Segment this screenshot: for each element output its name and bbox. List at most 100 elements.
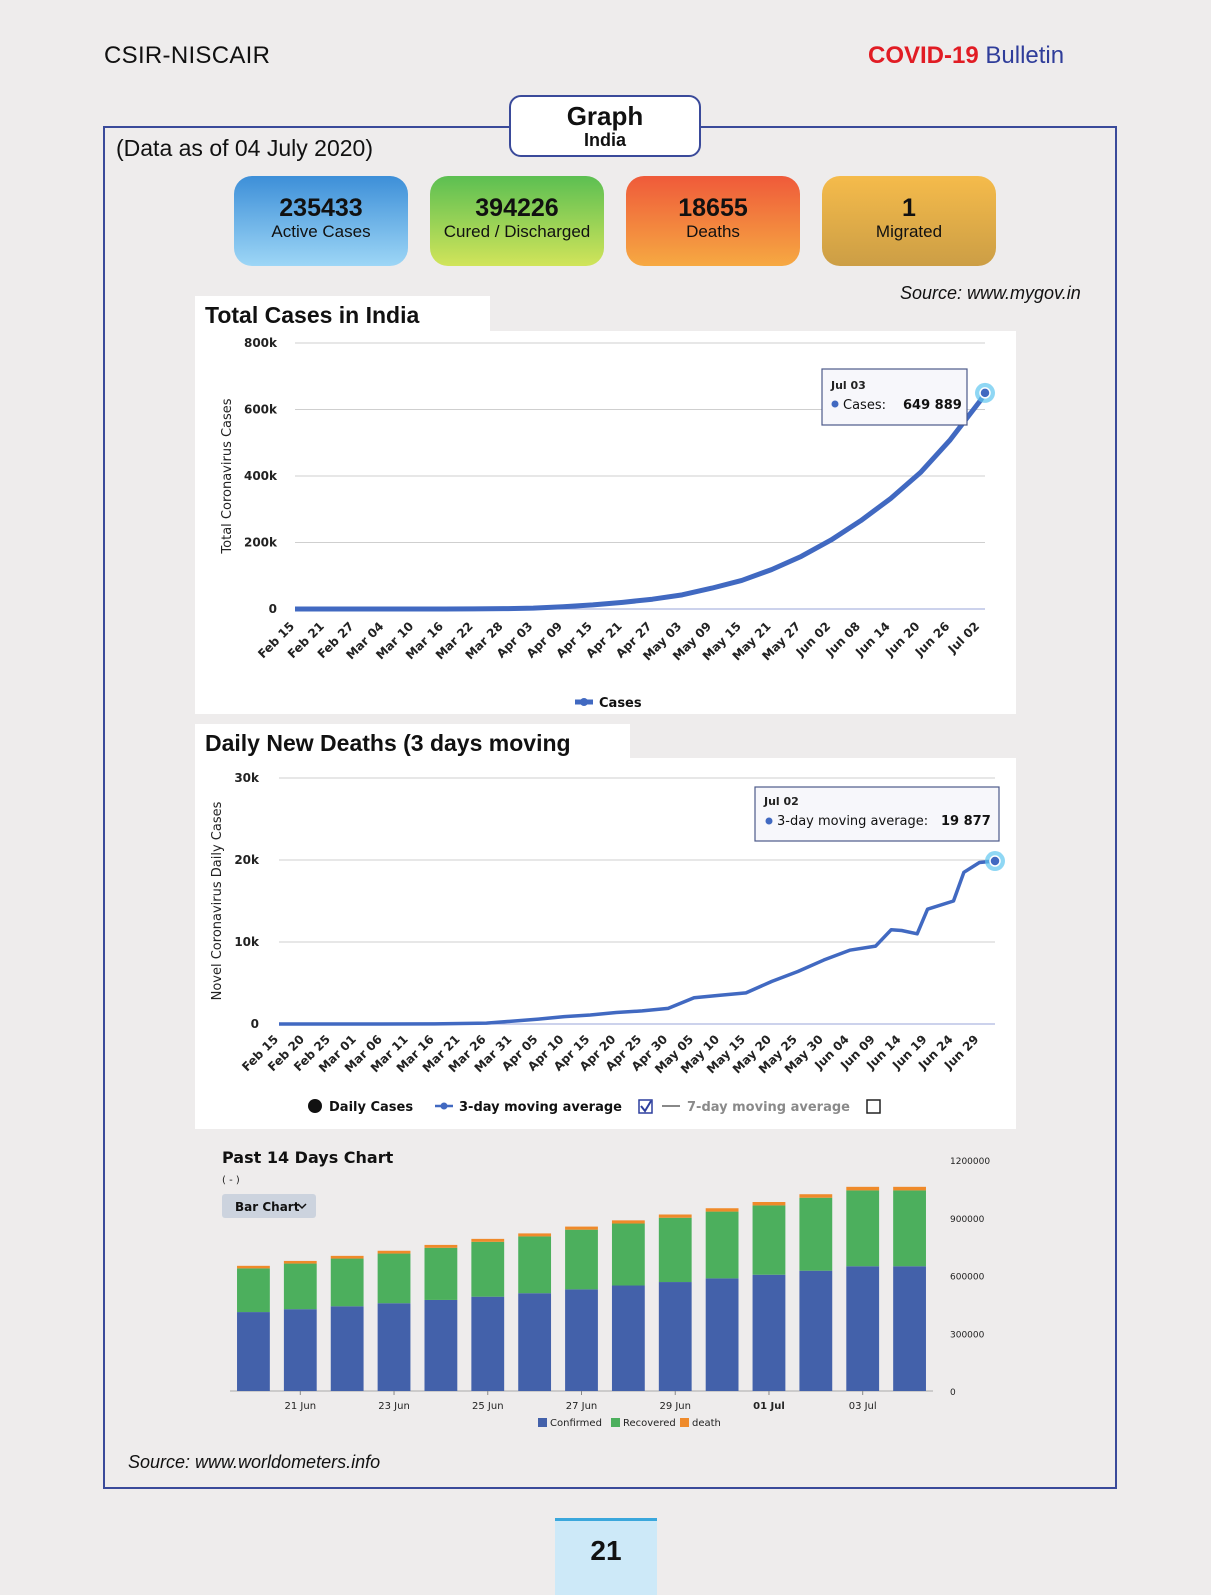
bar-death bbox=[237, 1265, 270, 1269]
tooltip-label: Cases: bbox=[843, 398, 886, 413]
bulletin-covid-label: COVID-19 bbox=[868, 42, 979, 69]
legend-label-confirmed: Confirmed bbox=[550, 1418, 602, 1429]
legend-marker-3day bbox=[440, 1102, 448, 1110]
chart-total-cases-panel: 0 200k 400k 600k 800k Total Coronavirus Cases… bbox=[195, 331, 1016, 714]
bar-recovered bbox=[846, 1190, 880, 1267]
chart-title: Past 14 Days Chart bbox=[222, 1150, 394, 1167]
bar-death bbox=[518, 1233, 552, 1237]
bar-confirmed bbox=[518, 1293, 552, 1391]
bar-recovered bbox=[518, 1236, 552, 1294]
stat-value: 394226 bbox=[475, 194, 559, 222]
legend-label-death: death bbox=[692, 1418, 721, 1429]
bar-recovered bbox=[565, 1229, 598, 1290]
y-tick-label: 0 bbox=[269, 602, 277, 616]
dropdown-box bbox=[222, 1194, 316, 1218]
stat-label: Migrated bbox=[875, 222, 943, 241]
stat-cured: 394226 Cured / Discharged bbox=[430, 176, 604, 266]
bar-recovered bbox=[799, 1197, 833, 1271]
x-tick-label: 25 Jun bbox=[472, 1401, 504, 1412]
bar-recovered bbox=[705, 1211, 739, 1279]
stat-label: Cured / Discharged bbox=[443, 222, 591, 241]
check-icon bbox=[640, 1100, 652, 1113]
bar-recovered bbox=[237, 1268, 270, 1313]
legend-label-recovered: Recovered bbox=[623, 1418, 676, 1429]
bar-confirmed bbox=[611, 1285, 645, 1391]
stat-migrated: 1 Migrated bbox=[822, 176, 996, 266]
bar-death bbox=[799, 1194, 833, 1198]
y-tick-label: 20k bbox=[234, 853, 260, 867]
legend-marker-cases bbox=[580, 698, 588, 706]
y-axis-label: Total Coronavirus Cases bbox=[220, 398, 235, 554]
stat-active-cases: 235433 Active Cases bbox=[234, 176, 408, 266]
bar-recovered bbox=[330, 1258, 364, 1307]
chart-type-dropdown[interactable]: Bar Chart bbox=[222, 1194, 316, 1218]
bar-death bbox=[658, 1214, 692, 1218]
bar-recovered bbox=[752, 1205, 786, 1275]
bar-confirmed bbox=[752, 1274, 786, 1391]
tooltip-box bbox=[821, 368, 968, 426]
source-mygov: Source: www.mygov.in bbox=[900, 283, 1081, 303]
bar-confirmed bbox=[237, 1312, 270, 1391]
chart-daily-deaths-title: Daily New Deaths (3 days moving average) bbox=[195, 724, 630, 783]
bar-recovered bbox=[471, 1241, 505, 1297]
bar-death bbox=[330, 1255, 364, 1259]
stat-value: 18655 bbox=[678, 194, 748, 222]
x-tick-label: 21 Jun bbox=[285, 1401, 317, 1412]
section-tab: Graph India bbox=[509, 95, 701, 157]
bar-death bbox=[471, 1238, 505, 1242]
highlight-point bbox=[989, 855, 1001, 867]
bar-death bbox=[424, 1244, 458, 1248]
x-tick-label: 23 Jun bbox=[378, 1401, 410, 1412]
bar-confirmed bbox=[424, 1299, 458, 1391]
y-tick-label: 800k bbox=[244, 336, 278, 350]
tooltip-value: 19 877 bbox=[941, 814, 991, 829]
legend-label-daily-cases: Daily Cases bbox=[329, 1100, 413, 1115]
legend-marker-daily-cases bbox=[308, 1099, 322, 1113]
bar-confirmed bbox=[846, 1266, 880, 1391]
bar-death bbox=[846, 1186, 880, 1191]
chart-past-14-days: 0 300000 600000 900000 1200000 21 Jun 23 Jun 25… bbox=[222, 1148, 990, 1429]
y-tick-label: 200k bbox=[244, 536, 278, 550]
legend-label-cases: Cases bbox=[599, 696, 642, 711]
data-date-note: (Data as of 04 July 2020) bbox=[116, 135, 373, 161]
chart-subtitle: ( - ) bbox=[222, 1175, 240, 1186]
bar-death bbox=[565, 1226, 598, 1230]
legend-swatch-death bbox=[680, 1418, 689, 1427]
bar-death bbox=[283, 1260, 317, 1264]
x-tick-label: 01 Jul bbox=[753, 1401, 785, 1412]
bar-confirmed bbox=[377, 1303, 411, 1391]
tooltip-label: 3-day moving average: bbox=[777, 814, 928, 829]
stat-value: 235433 bbox=[279, 194, 363, 222]
series-line-3day-average bbox=[279, 859, 996, 1026]
legend-label-3day: 3-day moving average bbox=[459, 1100, 622, 1115]
tooltip-marker bbox=[831, 400, 839, 408]
chart-daily-deaths-panel: 0 10k 20k 30k Novel Coronavirus Daily Cases F… bbox=[195, 758, 1016, 1129]
y-tick-label: 10k bbox=[234, 935, 260, 949]
page-number: 21 bbox=[555, 1518, 657, 1595]
y-tick-label: 600000 bbox=[950, 1273, 985, 1283]
legend-swatch-confirmed bbox=[538, 1418, 547, 1427]
y-tick-label: 1200000 bbox=[950, 1157, 990, 1167]
bar-recovered bbox=[377, 1253, 411, 1304]
x-tick-label: 03 Jul bbox=[849, 1401, 877, 1412]
y-tick-label: 400k bbox=[244, 469, 278, 483]
bulletin-label: Bulletin bbox=[985, 42, 1065, 69]
y-tick-label: 0 bbox=[950, 1388, 956, 1398]
bar-recovered bbox=[658, 1217, 692, 1283]
tooltip-date: Jul 02 bbox=[763, 795, 799, 808]
bar-recovered bbox=[893, 1190, 926, 1267]
bar-confirmed bbox=[705, 1278, 739, 1391]
chart-total-cases: 0 200k 400k 600k 800k Total Coronavirus Cases… bbox=[220, 336, 995, 711]
x-tick-label: 27 Jun bbox=[566, 1401, 598, 1412]
chart-total-cases-title: Total Cases in India bbox=[195, 296, 490, 332]
tooltip-marker bbox=[765, 817, 773, 825]
header-org: CSIR-NISCAIR bbox=[104, 42, 271, 69]
dropdown-label: Bar Chart bbox=[235, 1200, 300, 1214]
bar-recovered bbox=[424, 1247, 458, 1300]
y-tick-label: 900000 bbox=[950, 1215, 985, 1225]
bar-confirmed bbox=[799, 1270, 833, 1391]
bar-confirmed bbox=[330, 1306, 364, 1391]
legend-checkbox-unchecked bbox=[866, 1099, 881, 1114]
legend-swatch-recovered bbox=[611, 1418, 620, 1427]
